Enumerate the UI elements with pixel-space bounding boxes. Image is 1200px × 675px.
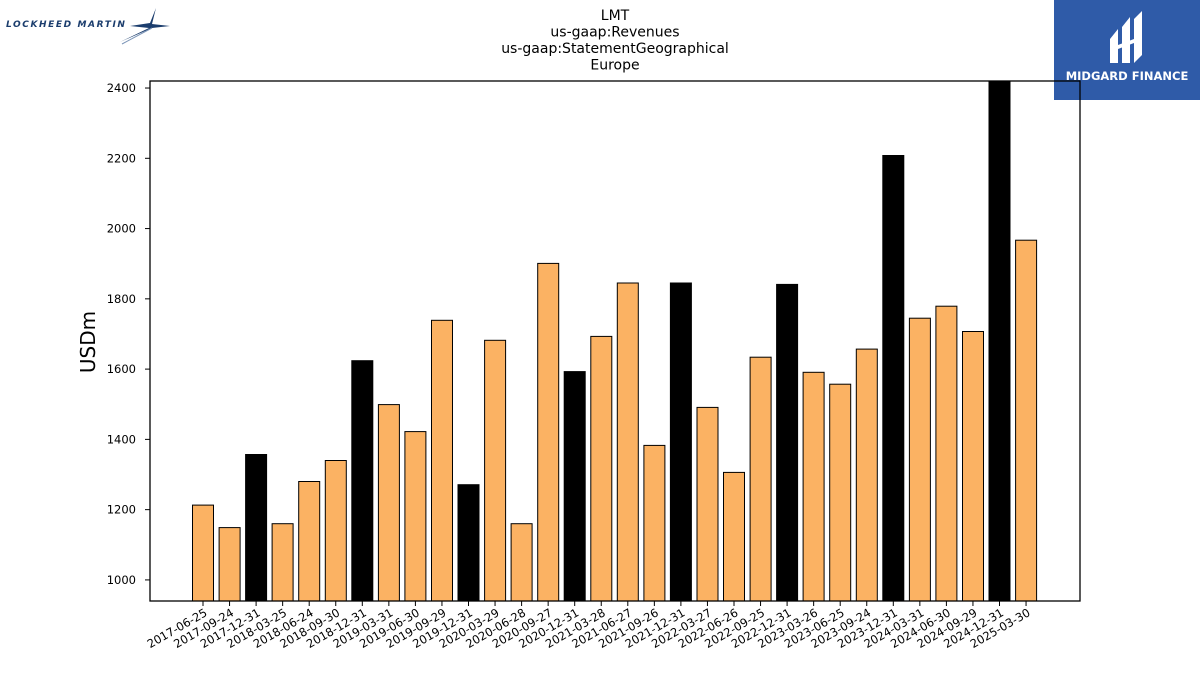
bar: [829, 383, 852, 602]
bar: [431, 319, 453, 602]
star-icon: [120, 8, 170, 45]
bar: [324, 460, 347, 602]
bar: [1015, 239, 1038, 602]
bar: [962, 331, 984, 602]
y-tick-label: 2000: [107, 222, 136, 236]
x-axis: 2017-06-252017-09-242017-12-312018-03-25…: [145, 601, 1033, 651]
bar: [377, 404, 400, 602]
bar: [935, 305, 958, 602]
title-line: us-gaap:StatementGeographical: [501, 41, 729, 57]
lockheed-martin-logo-text: LOCKHEED MARTIN: [6, 20, 127, 30]
y-tick-label: 1800: [107, 292, 136, 306]
title-line: Europe: [590, 58, 639, 74]
chart-title: LMTus-gaap:Revenuesus-gaap:StatementGeog…: [501, 8, 729, 74]
bar: [404, 431, 427, 602]
y-tick-label: 1200: [107, 503, 136, 517]
bar: [855, 348, 878, 602]
midgard-emblem-icon: [1110, 11, 1142, 63]
y-axis: 1000 1200 1400 1600 1800 2000 2200 2400: [107, 81, 150, 587]
bar: [298, 481, 321, 602]
bars-group: [192, 80, 1038, 602]
bar: [192, 504, 214, 602]
bar: [882, 155, 905, 602]
y-tick-label: 2200: [107, 151, 136, 165]
bar: [590, 335, 613, 602]
bar: [776, 283, 799, 602]
bar: [245, 454, 268, 602]
midgard-finance-logo-text: MIDGARD FINANCE: [1065, 69, 1189, 83]
bar: [510, 523, 533, 602]
axes-group: [149, 80, 1081, 602]
bar: [484, 339, 507, 602]
y-tick-label: 2400: [107, 81, 136, 95]
bar: [643, 444, 666, 602]
midgard-finance-logo: MIDGARD FINANCE: [1054, 0, 1200, 100]
bar: [988, 80, 1011, 602]
bar: [616, 282, 639, 602]
bar: [802, 371, 825, 602]
title-line: us-gaap:Revenues: [550, 25, 679, 41]
bar: [908, 317, 931, 602]
bar: [271, 523, 294, 602]
y-tick-label: 1000: [107, 573, 136, 587]
bar: [563, 371, 586, 602]
bar: [669, 282, 692, 602]
title-line: LMT: [601, 8, 630, 24]
bar: [723, 471, 745, 602]
bar: [457, 484, 480, 602]
y-tick-label: 1400: [107, 432, 136, 446]
y-axis-label: USDm: [76, 311, 100, 373]
bar: [218, 527, 241, 602]
lockheed-martin-logo: LOCKHEED MARTIN: [4, 6, 174, 46]
bar: [749, 356, 772, 602]
bar: [537, 262, 560, 602]
bar: [351, 360, 374, 602]
bar: [696, 406, 719, 602]
plot-frame: [149, 80, 1081, 602]
y-tick-label: 1600: [107, 362, 136, 376]
